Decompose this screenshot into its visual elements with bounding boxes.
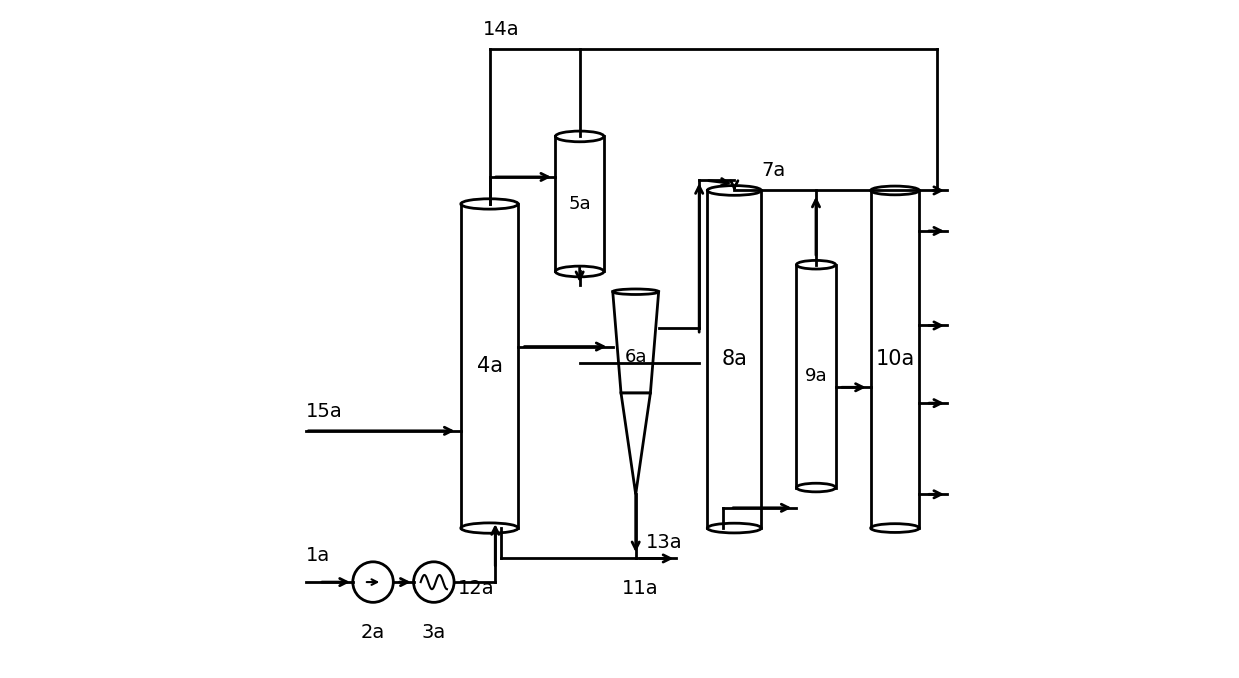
Ellipse shape — [461, 199, 518, 209]
Bar — [797, 264, 835, 487]
Text: 1a: 1a — [306, 546, 330, 565]
Circle shape — [353, 562, 393, 602]
Circle shape — [414, 562, 453, 602]
Text: 13a: 13a — [646, 533, 683, 552]
Text: 6a: 6a — [624, 348, 647, 365]
Text: 10a: 10a — [876, 349, 914, 370]
Text: 9a: 9a — [804, 367, 828, 385]
Text: 14a: 14a — [483, 20, 519, 39]
Text: 7a: 7a — [761, 161, 786, 180]
Ellipse shape — [555, 266, 603, 277]
Bar — [871, 191, 919, 528]
Bar — [707, 191, 761, 528]
Ellipse shape — [555, 131, 603, 142]
Text: 12a: 12a — [457, 579, 494, 598]
Polygon shape — [621, 393, 650, 494]
Ellipse shape — [871, 186, 919, 195]
Bar — [461, 204, 518, 528]
Text: 15a: 15a — [306, 401, 342, 421]
Text: 8a: 8a — [721, 349, 747, 370]
Ellipse shape — [797, 483, 835, 492]
Polygon shape — [613, 292, 659, 393]
Ellipse shape — [797, 260, 835, 269]
Ellipse shape — [707, 523, 761, 533]
Text: 4a: 4a — [477, 356, 503, 376]
Bar — [555, 136, 603, 271]
Text: 2a: 2a — [361, 622, 385, 641]
Ellipse shape — [613, 289, 659, 294]
Text: 3a: 3a — [421, 622, 446, 641]
Text: 5a: 5a — [569, 195, 591, 213]
Text: 11a: 11a — [622, 579, 659, 598]
Ellipse shape — [871, 523, 919, 532]
Ellipse shape — [461, 523, 518, 533]
Ellipse shape — [707, 186, 761, 195]
